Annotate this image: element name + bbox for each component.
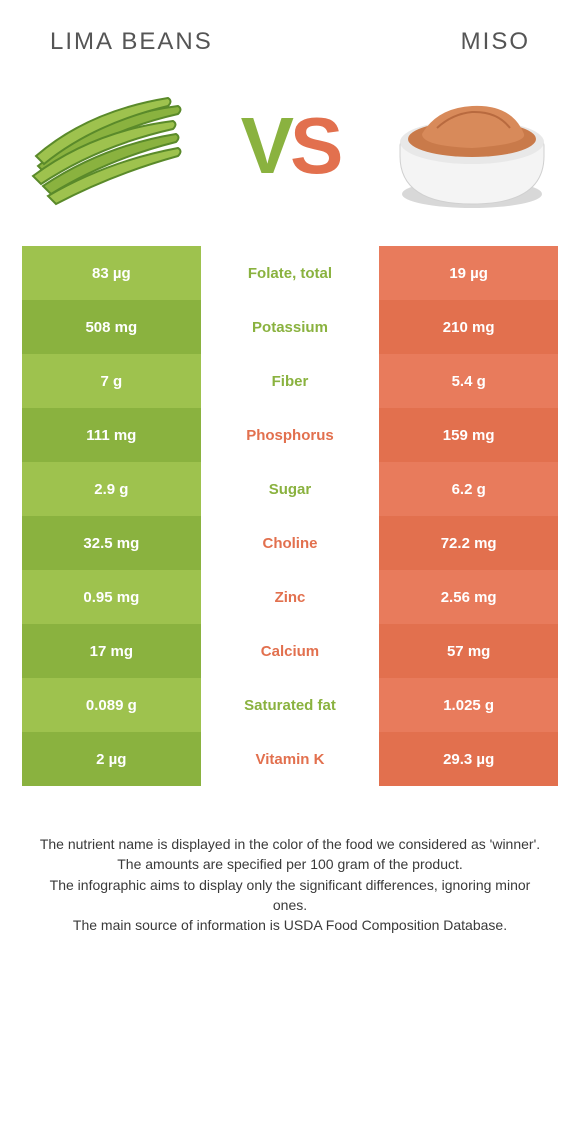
left-value: 0.089 g <box>22 678 201 732</box>
footer-line: The amounts are specified per 100 gram o… <box>36 854 544 874</box>
nutrient-label: Choline <box>201 516 380 570</box>
left-value: 17 mg <box>22 624 201 678</box>
lima-beans-image <box>18 76 198 216</box>
right-value: 5.4 g <box>379 354 558 408</box>
left-value: 32.5 mg <box>22 516 201 570</box>
nutrient-row: 0.089 gSaturated fat1.025 g <box>22 678 558 732</box>
footer-line: The infographic aims to display only the… <box>36 875 544 916</box>
left-value: 2 µg <box>22 732 201 786</box>
nutrient-row: 508 mgPotassium210 mg <box>22 300 558 354</box>
vs-label: VS <box>241 106 340 186</box>
nutrient-label: Vitamin K <box>201 732 380 786</box>
right-value: 57 mg <box>379 624 558 678</box>
nutrient-label: Saturated fat <box>201 678 380 732</box>
right-value: 19 µg <box>379 246 558 300</box>
nutrient-label: Fiber <box>201 354 380 408</box>
nutrient-table: 83 µgFolate, total19 µg508 mgPotassium21… <box>22 246 558 786</box>
right-value: 2.56 mg <box>379 570 558 624</box>
right-value: 72.2 mg <box>379 516 558 570</box>
nutrient-row: 32.5 mgCholine72.2 mg <box>22 516 558 570</box>
nutrient-row: 17 mgCalcium57 mg <box>22 624 558 678</box>
left-value: 508 mg <box>22 300 201 354</box>
hero-row: VS <box>0 66 580 246</box>
left-value: 83 µg <box>22 246 201 300</box>
nutrient-row: 2 µgVitamin K29.3 µg <box>22 732 558 786</box>
right-value: 6.2 g <box>379 462 558 516</box>
nutrient-label: Calcium <box>201 624 380 678</box>
nutrient-row: 0.95 mgZinc2.56 mg <box>22 570 558 624</box>
right-food-title: MISO <box>461 28 530 56</box>
right-value: 210 mg <box>379 300 558 354</box>
footer-line: The main source of information is USDA F… <box>36 915 544 935</box>
left-value: 111 mg <box>22 408 201 462</box>
nutrient-label: Folate, total <box>201 246 380 300</box>
footer-notes: The nutrient name is displayed in the co… <box>0 786 580 935</box>
left-value: 0.95 mg <box>22 570 201 624</box>
vs-v: V <box>241 101 290 190</box>
left-value: 7 g <box>22 354 201 408</box>
footer-line: The nutrient name is displayed in the co… <box>36 834 544 854</box>
left-food-title: LIMA BEANS <box>50 28 213 56</box>
nutrient-row: 83 µgFolate, total19 µg <box>22 246 558 300</box>
right-value: 29.3 µg <box>379 732 558 786</box>
nutrient-row: 2.9 gSugar6.2 g <box>22 462 558 516</box>
nutrient-label: Potassium <box>201 300 380 354</box>
left-value: 2.9 g <box>22 462 201 516</box>
right-value: 159 mg <box>379 408 558 462</box>
miso-image <box>382 76 562 216</box>
nutrient-label: Phosphorus <box>201 408 380 462</box>
nutrient-label: Zinc <box>201 570 380 624</box>
nutrient-row: 111 mgPhosphorus159 mg <box>22 408 558 462</box>
nutrient-label: Sugar <box>201 462 380 516</box>
right-value: 1.025 g <box>379 678 558 732</box>
header: LIMA BEANS MISO <box>0 0 580 66</box>
nutrient-row: 7 gFiber5.4 g <box>22 354 558 408</box>
vs-s: S <box>290 101 339 190</box>
